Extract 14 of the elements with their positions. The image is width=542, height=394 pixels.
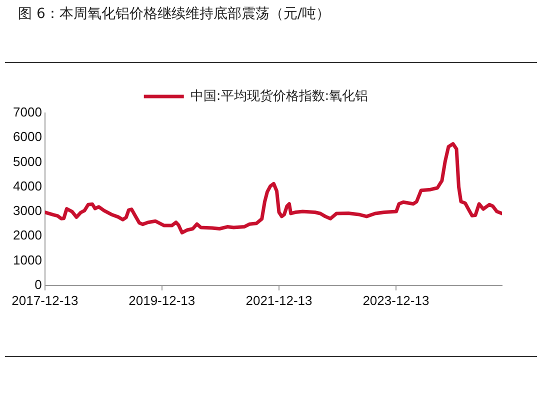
y-tick-label: 1000 — [13, 252, 42, 268]
y-tick-label: 3000 — [13, 203, 42, 218]
y-tick-label: 2000 — [13, 228, 42, 243]
y-tick-label: 7000 — [13, 104, 42, 120]
y-tick-label: 5000 — [13, 154, 42, 169]
x-tick-label: 2021-12-13 — [246, 292, 312, 308]
y-tick-label: 0 — [34, 276, 42, 292]
x-tick-label: 2019-12-13 — [128, 292, 196, 308]
legend-label: 中国:平均现货价格指数:氧化铝 — [190, 88, 368, 104]
x-tick-label: 2023-12-13 — [362, 292, 430, 308]
y-tick-label: 6000 — [13, 129, 42, 144]
chart-title: 图 6：本周氧化铝价格继续维持底部震荡（元/吨） — [18, 5, 330, 23]
x-tick-label: 2017-12-13 — [12, 292, 78, 308]
y-tick-label: 4000 — [13, 178, 42, 194]
